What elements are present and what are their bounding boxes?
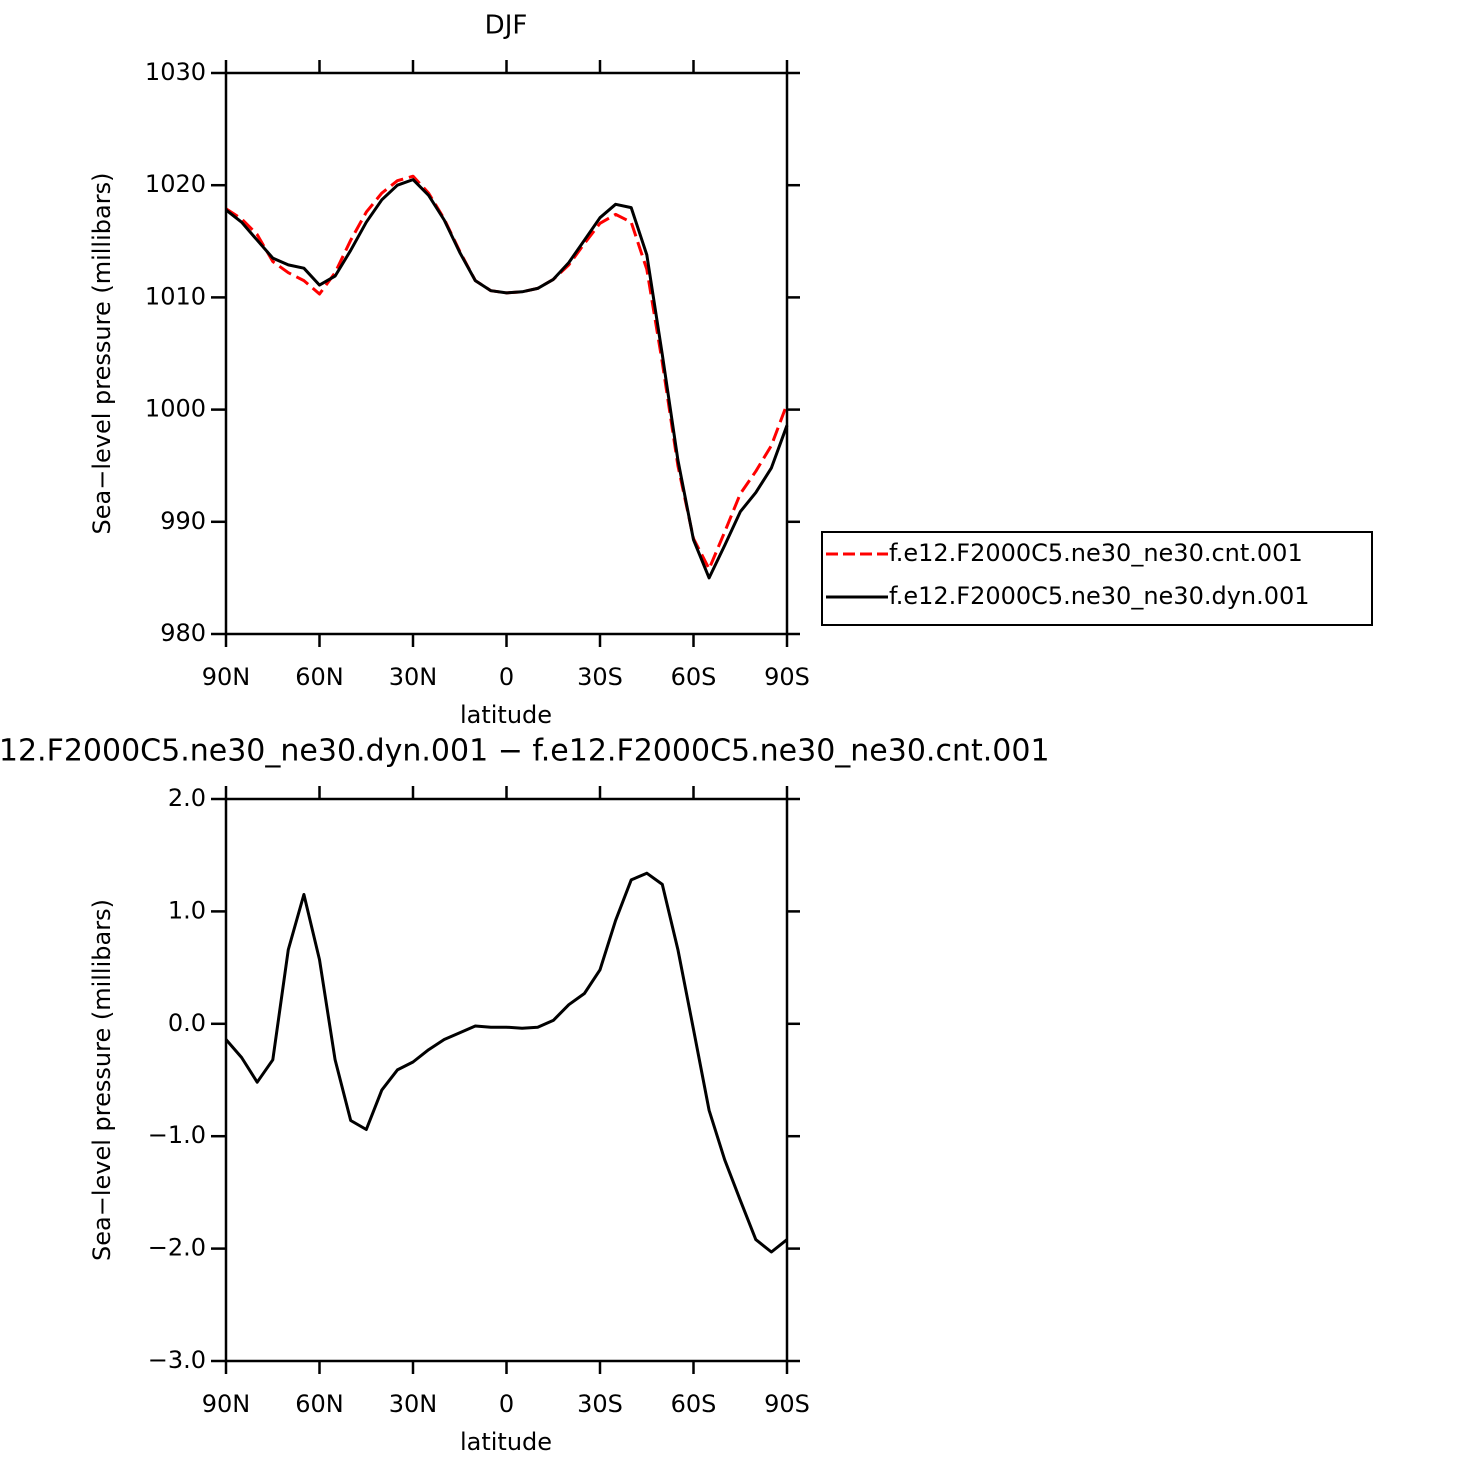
y-tick-label: 2.0 [168, 784, 206, 812]
y-tick-label: 1020 [145, 170, 206, 198]
y-tick-label: 1010 [145, 282, 206, 310]
y-tick-label: 980 [160, 619, 206, 647]
y-tick-label: 1000 [145, 395, 206, 423]
y-axis-label: Sea−level pressure (millibars) [88, 173, 116, 535]
legend-label: f.e12.F2000C5.ne30_ne30.dyn.001 [889, 582, 1310, 610]
x-tick-label: 30S [577, 663, 623, 691]
x-axis-label: latitude [460, 701, 552, 729]
plot-frame [224, 797, 789, 1363]
legend-box [821, 531, 1373, 626]
data-line [224, 871, 788, 1254]
y-tick-label: 0.0 [168, 1009, 206, 1037]
x-tick-label: 0 [499, 663, 514, 691]
y-tick-label: −1.0 [148, 1121, 206, 1149]
x-tick-label: 30N [389, 1390, 438, 1418]
legend-label: f.e12.F2000C5.ne30_ne30.cnt.001 [889, 539, 1303, 567]
y-tick-label: 1.0 [168, 896, 206, 924]
x-tick-label: 30S [577, 1390, 623, 1418]
x-tick-label: 30N [389, 663, 438, 691]
y-tick-label: 1030 [145, 58, 206, 86]
y-tick-label: −3.0 [148, 1346, 206, 1374]
x-tick-label: 90N [202, 1390, 251, 1418]
y-axis-label: Sea−level pressure (millibars) [88, 899, 116, 1261]
x-tick-label: 90S [764, 663, 810, 691]
x-axis-label: latitude [460, 1428, 552, 1456]
plot-frame [224, 71, 789, 636]
x-tick-label: 90S [764, 1390, 810, 1418]
data-line [225, 178, 789, 580]
chart-title: f.e12.F2000C5.ne30_ne30.dyn.001 − f.e12.… [0, 734, 1050, 769]
x-tick-label: 0 [499, 1390, 514, 1418]
x-tick-label: 60N [295, 663, 344, 691]
x-tick-label: 60S [671, 663, 717, 691]
data-line [225, 174, 789, 571]
y-tick-label: 990 [160, 507, 206, 535]
y-tick-label: −2.0 [148, 1234, 206, 1262]
x-tick-label: 60N [295, 1390, 344, 1418]
x-tick-label: 60S [671, 1390, 717, 1418]
x-tick-label: 90N [202, 663, 251, 691]
chart-title: DJF [485, 11, 528, 41]
